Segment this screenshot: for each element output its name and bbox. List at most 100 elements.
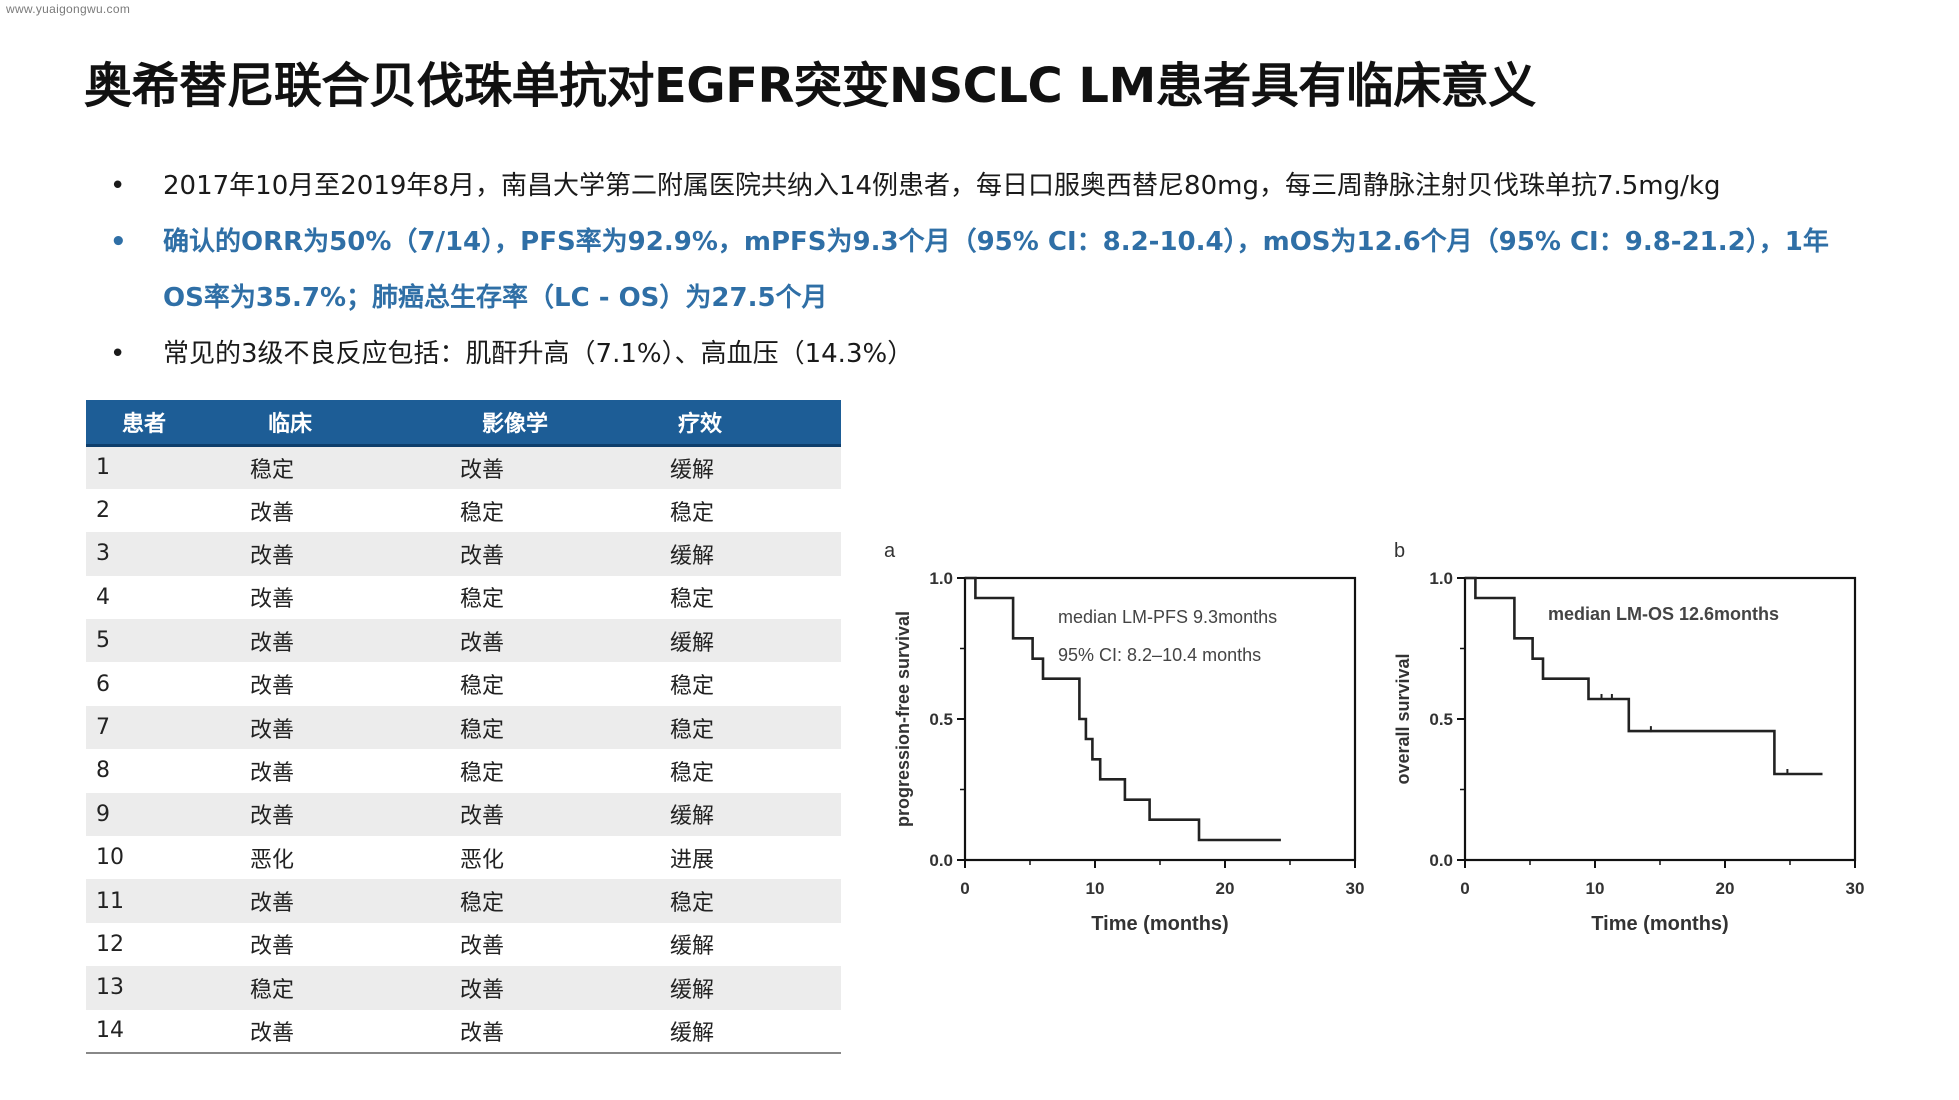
watermark: www.yuaigongwu.com [6, 2, 131, 16]
x-tick-label: 20 [1716, 879, 1735, 898]
y-tick-label: 0.0 [929, 851, 953, 870]
y-axis-label: progression-free survival [893, 611, 913, 827]
chart-annotation: 95% CI: 8.2–10.4 months [1058, 645, 1261, 665]
bullet-list: • 2017年10月至2019年8月，南昌大学第二附属医院共纳入14例患者，每日… [110, 158, 1840, 382]
table-cell: 6 [86, 662, 204, 706]
bullet-item: • 确认的ORR为50%（7/14），PFS率为92.9%，mPFS为9.3个月… [110, 214, 1840, 326]
table-cell: 稳定 [624, 705, 841, 750]
table-row: 2 改善 稳定 稳定 [86, 488, 841, 533]
patient-table: 患者 临床 影像学 疗效 1 稳定 改善 缓解 2 改善 稳定 稳定 3 改善 改善 缓解 4 改善 稳定稳… [86, 400, 841, 1054]
table-cell: 缓解 [624, 922, 841, 967]
bullet-dot: • [110, 339, 126, 369]
bullet-dot: • [110, 227, 127, 257]
table-header-cell: 患者 [86, 400, 204, 447]
table-cell: 9 [86, 792, 204, 837]
table-cell: 改善 [204, 488, 414, 533]
table-cell: 14 [86, 1009, 204, 1054]
table-cell: 改善 [204, 575, 414, 620]
x-tick-label: 10 [1086, 879, 1105, 898]
km-panel-b: b [1394, 540, 1405, 563]
x-axis-label: Time (months) [1591, 913, 1728, 935]
table-row: 5 改善 改善 缓解 [86, 619, 841, 663]
table-cell: 改善 [204, 532, 414, 576]
table-row: 7 改善 稳定 稳定 [86, 705, 841, 750]
bullet-text: 确认的ORR为50%（7/14），PFS率为92.9%，mPFS为9.3个月（9… [163, 227, 1829, 313]
km-chart-pfs: 0 10 20 30 0.0 0.5 1.0 Time (months) progression… [893, 569, 1364, 935]
table-cell: 稳定 [204, 966, 414, 1010]
km-chart-os: 0 10 20 30 0.0 0.5 1.0 Time (months) overall sur… [1393, 569, 1865, 935]
table-header-cell: 影像学 [414, 400, 624, 447]
table-cell: 缓解 [624, 445, 841, 489]
table-cell: 缓解 [624, 1009, 841, 1054]
table-header-cell: 临床 [204, 400, 414, 447]
table-cell: 稳定 [414, 662, 624, 706]
table-cell: 稳定 [624, 662, 841, 706]
table-cell: 改善 [414, 1009, 624, 1054]
table-cell: 改善 [414, 619, 624, 663]
y-tick-label: 0.5 [1429, 710, 1453, 729]
table-cell: 稳定 [414, 575, 624, 620]
table-cell: 稳定 [624, 488, 841, 533]
table-cell: 7 [86, 705, 204, 750]
table-cell: 改善 [204, 662, 414, 706]
bullet-dot: • [110, 171, 126, 201]
survival-curve [1465, 576, 1823, 776]
y-tick-label: 1.0 [929, 569, 953, 588]
table-cell: 13 [86, 966, 204, 1010]
table-row: 1 稳定 改善 缓解 [86, 445, 841, 489]
table-cell: 改善 [204, 879, 414, 923]
x-tick-label: 0 [960, 879, 969, 898]
table-header-row: 患者 临床 影像学 疗效 [86, 400, 841, 447]
table-cell: 改善 [204, 705, 414, 750]
survival-curve [965, 576, 1281, 842]
table-cell: 恶化 [204, 836, 414, 880]
table-cell: 改善 [204, 619, 414, 663]
table-cell: 缓解 [624, 532, 841, 576]
table-cell: 1 [86, 445, 204, 489]
table-row: 12 改善 改善 缓解 [86, 922, 841, 967]
table-cell: 10 [86, 836, 204, 880]
table-cell: 改善 [414, 445, 624, 489]
table-cell: 改善 [204, 749, 414, 793]
y-axis-label: overall survival [1393, 653, 1413, 784]
x-tick-label: 0 [1460, 879, 1469, 898]
table-row: 10 恶化 恶化 进展 [86, 836, 841, 880]
table-row: 6 改善 稳定 稳定 [86, 662, 841, 706]
table-cell: 稳定 [204, 445, 414, 489]
table-cell: 8 [86, 749, 204, 793]
table-cell: 11 [86, 879, 204, 923]
table-body: 1 稳定 改善 缓解 2 改善 稳定 稳定 3 改善 改善 缓解 4 改善 稳定 稳定 5 改善 改善 缓解 6 改善 稳定… [86, 445, 841, 1054]
table-cell: 稳定 [414, 749, 624, 793]
table-cell: 稳定 [624, 575, 841, 620]
table-cell: 2 [86, 488, 204, 533]
table-row: 13 稳定 改善 缓解 [86, 966, 841, 1010]
y-tick-label: 0.0 [1429, 851, 1453, 870]
table-cell: 稳定 [414, 488, 624, 533]
x-tick-label: 20 [1216, 879, 1235, 898]
table-row: 9 改善 改善 缓解 [86, 792, 841, 837]
table-cell: 3 [86, 532, 204, 576]
table-row: 4 改善 稳定 稳定 [86, 575, 841, 620]
panel-label: a [884, 540, 896, 562]
x-axis-label: Time (months) [1091, 913, 1228, 935]
table-header-cell: 疗效 [624, 400, 841, 447]
table-cell: 改善 [414, 966, 624, 1010]
panel-label: b [1394, 540, 1406, 562]
table-cell: 改善 [414, 792, 624, 837]
table-row: 14 改善 改善 缓解 [86, 1009, 841, 1054]
table-cell: 稳定 [414, 879, 624, 923]
table-cell: 改善 [204, 792, 414, 837]
slide-title: 奥希替尼联合贝伐珠单抗对EGFR突变NSCLC LM患者具有临床意义 [84, 58, 1536, 114]
table-cell: 12 [86, 922, 204, 967]
table-row: 3 改善 改善 缓解 [86, 532, 841, 576]
table-cell: 进展 [624, 836, 841, 880]
y-tick-label: 1.0 [1429, 569, 1453, 588]
table-row: 11 改善 稳定 稳定 [86, 879, 841, 923]
table-cell: 改善 [414, 922, 624, 967]
table-cell: 改善 [414, 532, 624, 576]
x-tick-label: 30 [1846, 879, 1865, 898]
x-tick-label: 10 [1586, 879, 1605, 898]
table-cell: 改善 [204, 1009, 414, 1054]
chart-annotation: median LM-PFS 9.3months [1058, 607, 1277, 627]
table-cell: 稳定 [624, 749, 841, 793]
